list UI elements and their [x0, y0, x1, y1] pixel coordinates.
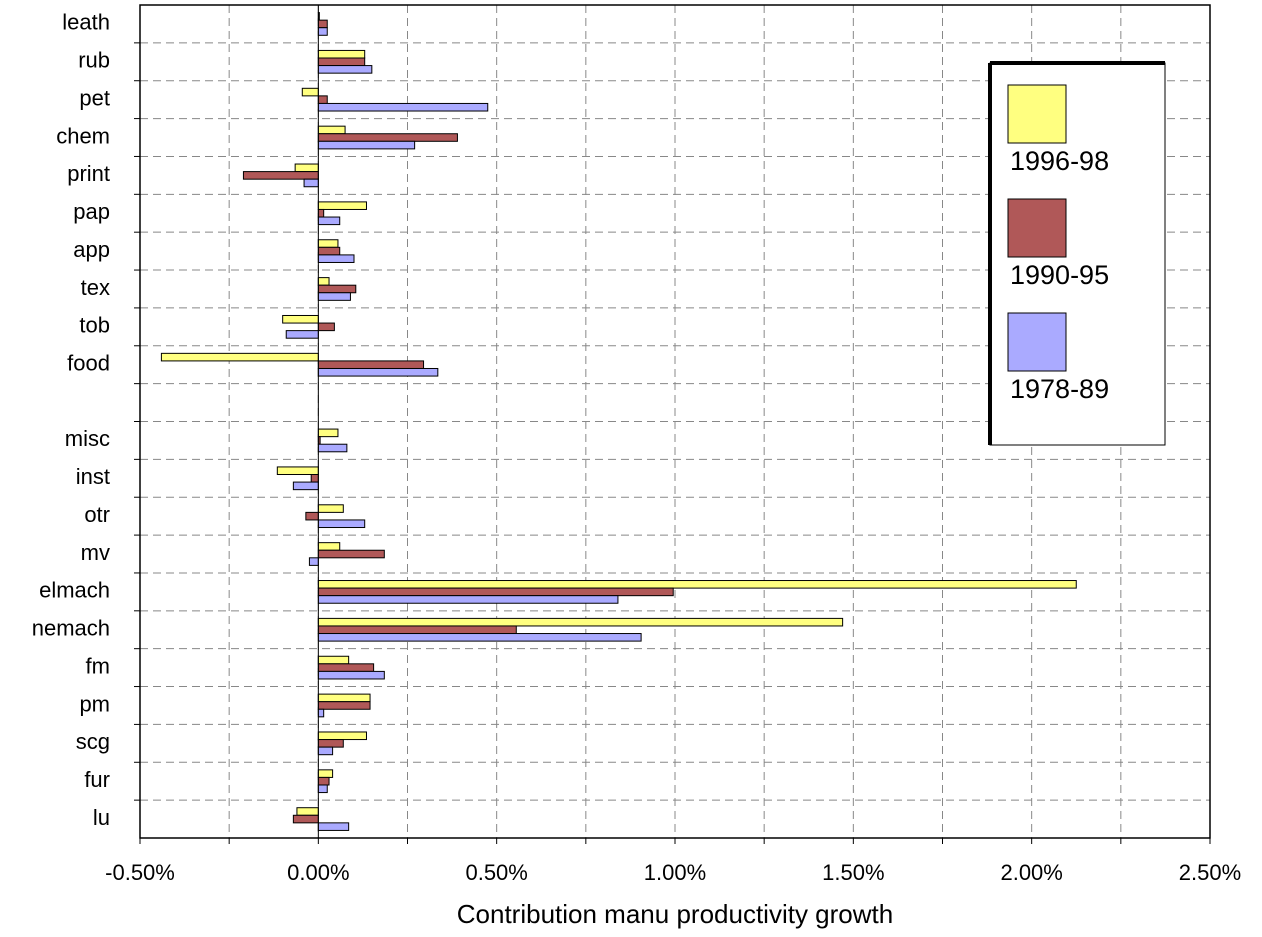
bar	[317, 580, 1077, 589]
bar	[317, 246, 341, 256]
y-tick-label: mv	[81, 540, 110, 565]
bar	[310, 474, 319, 483]
bar	[317, 655, 350, 665]
y-tick-label: pet	[79, 85, 110, 110]
legend-swatch	[1007, 312, 1067, 372]
y-tick-label: tex	[81, 275, 110, 300]
y-tick-label: inst	[76, 464, 110, 489]
bar	[317, 125, 346, 135]
bar	[303, 178, 319, 188]
bar	[317, 595, 619, 604]
legend: 1996-98 1990-95 1978-89	[988, 61, 1166, 446]
bar	[296, 807, 319, 816]
bar	[317, 617, 844, 627]
bar	[317, 208, 325, 218]
x-tick-label: 2.50%	[1179, 860, 1241, 885]
y-tick-label: tob	[79, 313, 110, 338]
bar	[317, 549, 385, 559]
y-tick-label: lu	[93, 805, 110, 830]
bar	[317, 822, 350, 831]
bar	[242, 171, 319, 180]
bar	[317, 239, 339, 248]
legend-label: 1978-89	[1010, 374, 1109, 404]
bar	[317, 587, 674, 597]
bar	[317, 19, 328, 29]
bar	[317, 27, 328, 36]
bar	[317, 367, 439, 377]
x-tick-label: 1.50%	[822, 860, 884, 885]
bar	[317, 49, 366, 59]
bar	[292, 814, 319, 824]
bar	[317, 625, 517, 635]
bar	[317, 95, 328, 104]
y-tick-label: fur	[84, 767, 110, 792]
y-tick-label: chem	[56, 123, 110, 148]
bar	[317, 277, 330, 286]
legend-label: 1996-98	[1010, 146, 1109, 176]
bar	[292, 481, 319, 491]
y-tick-label: print	[67, 161, 110, 186]
y-tick-label: rub	[78, 48, 110, 73]
bar	[317, 542, 341, 551]
bar	[317, 693, 371, 703]
y-tick-label: pm	[79, 691, 110, 716]
bar	[317, 746, 334, 756]
y-tick-label: app	[73, 237, 110, 262]
bar	[317, 428, 339, 438]
bar	[282, 314, 319, 324]
bar	[317, 292, 351, 301]
bar	[285, 330, 319, 339]
plot-border	[139, 4, 1211, 839]
bar	[317, 65, 373, 74]
bar	[317, 633, 642, 642]
bar	[317, 322, 335, 332]
bar	[317, 739, 344, 748]
bar	[301, 87, 319, 97]
bar	[305, 511, 319, 521]
bar	[317, 133, 458, 142]
bar	[294, 163, 319, 173]
bar	[317, 769, 334, 778]
bar	[317, 360, 425, 369]
y-tick-label: scg	[76, 729, 110, 754]
bar	[317, 140, 416, 150]
bar	[308, 557, 319, 566]
bar	[317, 443, 348, 453]
bar	[160, 352, 319, 362]
x-tick-label: -0.50%	[105, 860, 175, 885]
x-tick-label: 2.00%	[1000, 860, 1062, 885]
y-tick-label: leath	[62, 10, 110, 35]
x-tick-label: 0.00%	[287, 860, 349, 885]
bar	[317, 663, 375, 672]
bar	[276, 466, 319, 476]
legend-label: 1990-95	[1010, 260, 1109, 290]
y-tick-label: pap	[73, 199, 110, 224]
bar	[317, 102, 489, 112]
legend-swatch	[1007, 198, 1067, 258]
bar	[317, 201, 367, 210]
bar	[317, 284, 357, 294]
bar	[317, 254, 355, 263]
y-tick-label: fm	[86, 653, 110, 678]
x-axis-title: Contribution manu productivity growth	[457, 899, 893, 929]
y-tick-label: elmach	[39, 578, 110, 603]
bar	[317, 731, 367, 741]
bar	[317, 701, 371, 710]
bar	[317, 519, 366, 529]
bar	[317, 784, 328, 794]
x-tick-label: 0.50%	[465, 860, 527, 885]
bar	[317, 776, 330, 786]
x-tick-label: 1.00%	[644, 860, 706, 885]
bar	[317, 708, 325, 718]
bar	[317, 216, 341, 226]
legend-swatch	[1007, 84, 1067, 144]
bar	[317, 57, 366, 67]
bar	[317, 504, 344, 513]
y-tick-label: otr	[84, 502, 110, 527]
y-tick-label: misc	[65, 426, 110, 451]
y-tick-label: food	[67, 351, 110, 376]
y-tick-label: nemach	[32, 616, 110, 641]
bar	[317, 670, 385, 680]
